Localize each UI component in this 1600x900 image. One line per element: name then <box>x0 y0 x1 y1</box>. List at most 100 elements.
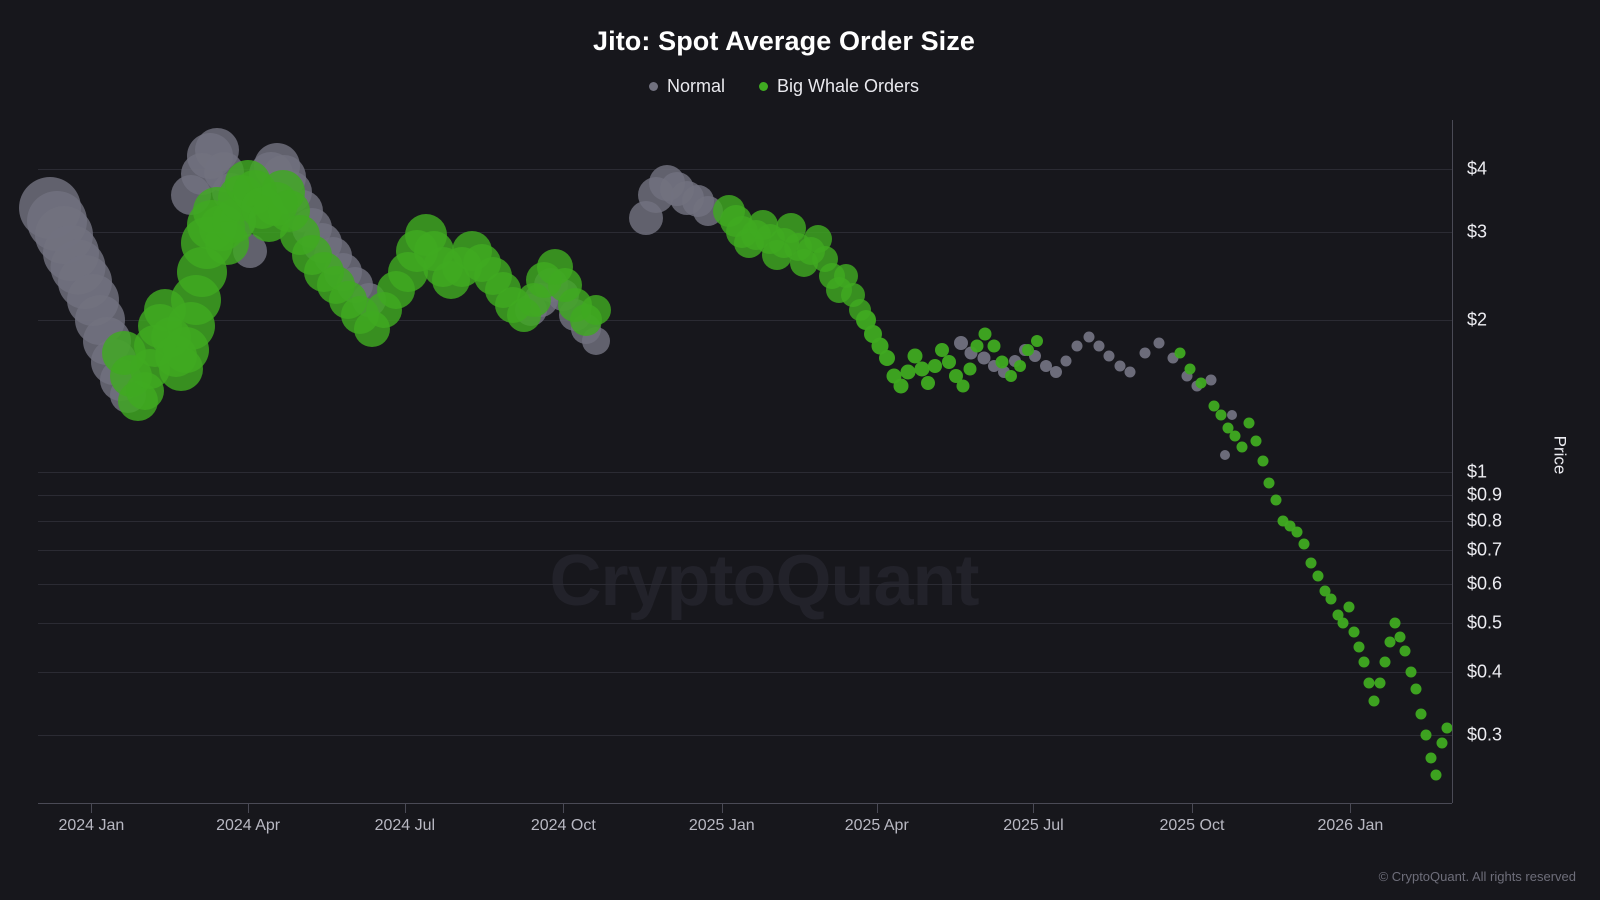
scatter-point[interactable] <box>1219 450 1230 461</box>
scatter-point[interactable] <box>1022 343 1035 356</box>
scatter-point[interactable] <box>928 359 943 374</box>
scatter-point[interactable] <box>1060 355 1072 367</box>
scatter-point[interactable] <box>1250 435 1262 447</box>
scatter-point[interactable] <box>963 362 977 376</box>
scatter-point[interactable] <box>1298 538 1310 550</box>
scatter-point[interactable] <box>1368 695 1380 707</box>
y-axis-line <box>1452 120 1453 803</box>
scatter-point[interactable] <box>1205 374 1217 386</box>
scatter-point[interactable] <box>1332 609 1344 621</box>
scatter-point[interactable] <box>956 379 970 393</box>
scatter-point[interactable] <box>1410 683 1422 695</box>
scatter-point[interactable] <box>942 355 957 370</box>
scatter-point[interactable] <box>1195 377 1207 389</box>
scatter-point[interactable] <box>1353 641 1365 653</box>
scatter-point[interactable] <box>1226 409 1237 420</box>
scatter-point[interactable] <box>1153 337 1165 349</box>
y-tick-label: $0.6 <box>1467 573 1503 594</box>
scatter-point[interactable] <box>1257 455 1269 467</box>
scatter-point[interactable] <box>1405 666 1417 678</box>
scatter-point[interactable] <box>1174 347 1186 359</box>
scatter-point[interactable] <box>1363 677 1375 689</box>
scatter-point[interactable] <box>1415 708 1427 720</box>
scatter-point[interactable] <box>1430 769 1442 781</box>
scatter-point[interactable] <box>954 336 969 351</box>
x-tick-mark <box>721 804 723 813</box>
scatter-point[interactable] <box>1425 752 1437 764</box>
scatter-point[interactable] <box>1305 557 1317 569</box>
scatter-point[interactable] <box>1181 370 1193 382</box>
scatter-point[interactable] <box>935 342 950 357</box>
scatter-point[interactable] <box>1030 334 1043 347</box>
scatter-point[interactable] <box>948 369 963 384</box>
scatter-point[interactable] <box>921 376 936 391</box>
scatter-point[interactable] <box>977 351 991 365</box>
scatter-point[interactable] <box>1229 430 1241 442</box>
scatter-point[interactable] <box>1049 365 1062 378</box>
scatter-point[interactable] <box>1208 400 1220 412</box>
scatter-point[interactable] <box>1343 601 1355 613</box>
scatter-point[interactable] <box>1358 656 1370 668</box>
scatter-point[interactable] <box>581 294 612 325</box>
scatter-point[interactable] <box>1379 656 1391 668</box>
scatter-point[interactable] <box>879 350 896 367</box>
scatter-point[interactable] <box>1325 593 1337 605</box>
page-title: Jito: Spot Average Order Size <box>593 26 975 56</box>
scatter-point[interactable] <box>1374 677 1386 689</box>
scatter-point[interactable] <box>1093 340 1105 352</box>
scatter-point[interactable] <box>1441 722 1453 734</box>
scatter-point[interactable] <box>1215 409 1227 421</box>
scatter-point[interactable] <box>900 364 916 380</box>
scatter-point[interactable] <box>1236 441 1248 453</box>
scatter-point[interactable] <box>1184 363 1196 375</box>
scatter-point[interactable] <box>1277 515 1289 527</box>
x-tick-mark <box>1191 804 1193 813</box>
scatter-point[interactable] <box>1348 626 1360 638</box>
scatter-point[interactable] <box>978 327 992 341</box>
x-tick-mark <box>404 804 406 813</box>
scatter-point[interactable] <box>1139 347 1151 359</box>
scatter-point[interactable] <box>1319 585 1331 597</box>
legend-item-normal[interactable]: Normal <box>648 76 725 97</box>
scatter-point[interactable] <box>871 337 889 355</box>
scatter-point[interactable] <box>1394 631 1406 643</box>
scatter-point[interactable] <box>1013 360 1026 373</box>
scatter-point[interactable] <box>970 339 984 353</box>
x-tick-mark <box>563 804 565 813</box>
scatter-point[interactable] <box>1039 360 1052 373</box>
scatter-point[interactable] <box>1124 366 1136 378</box>
scatter-point[interactable] <box>1284 520 1296 532</box>
scatter-points-layer <box>19 120 1453 803</box>
scatter-point[interactable] <box>1083 331 1095 343</box>
scatter-point[interactable] <box>1291 526 1303 538</box>
dot-icon <box>758 82 768 91</box>
scatter-point[interactable] <box>1270 494 1282 506</box>
legend-item-big-whale-orders[interactable]: Big Whale Orders <box>758 76 919 97</box>
scatter-point[interactable] <box>1071 340 1083 352</box>
scatter-point[interactable] <box>914 361 930 377</box>
scatter-point[interactable] <box>1389 617 1401 629</box>
gridline <box>38 672 1452 674</box>
scatter-point[interactable] <box>1222 422 1234 434</box>
scatter-point[interactable] <box>1005 370 1018 383</box>
y-tick-label: $0.4 <box>1467 661 1503 682</box>
scatter-point[interactable] <box>1337 617 1349 629</box>
scatter-point[interactable] <box>1103 350 1115 362</box>
scatter-point[interactable] <box>907 348 923 364</box>
scatter-point[interactable] <box>995 355 1009 369</box>
scatter-point[interactable] <box>1114 360 1126 372</box>
y-tick-label: $0.8 <box>1467 510 1503 531</box>
scatter-point[interactable] <box>1420 729 1432 741</box>
y-tick-label: $0.7 <box>1467 539 1503 560</box>
x-tick-label: 2024 Jul <box>374 817 436 834</box>
scatter-point[interactable] <box>1167 352 1179 364</box>
scatter-point[interactable] <box>1263 477 1275 489</box>
scatter-point[interactable] <box>1436 737 1448 749</box>
scatter-point[interactable] <box>1243 417 1255 429</box>
scatter-point[interactable] <box>1384 636 1396 648</box>
x-tick-label: 2026 Jan <box>1317 817 1384 834</box>
scatter-point[interactable] <box>893 378 909 394</box>
scatter-point[interactable] <box>1312 570 1324 582</box>
scatter-point[interactable] <box>987 339 1001 353</box>
scatter-point[interactable] <box>1399 645 1411 657</box>
